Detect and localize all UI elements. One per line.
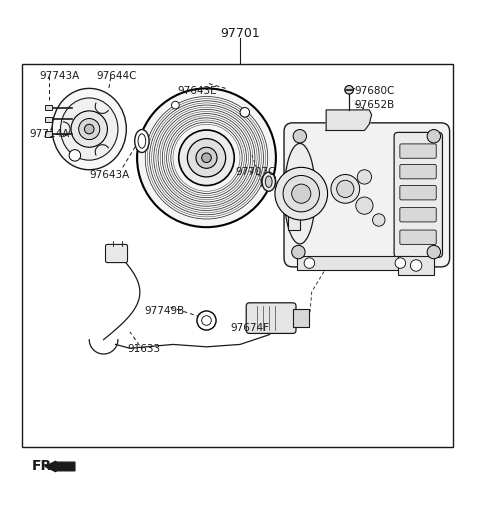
Bar xyxy=(288,191,300,230)
Circle shape xyxy=(331,174,360,203)
Bar xyxy=(45,117,52,122)
Circle shape xyxy=(171,101,179,109)
Ellipse shape xyxy=(138,134,146,148)
Text: 91633: 91633 xyxy=(128,344,161,354)
Text: 97680C: 97680C xyxy=(355,86,395,96)
Text: 97749B: 97749B xyxy=(144,306,184,316)
Circle shape xyxy=(197,311,216,330)
Circle shape xyxy=(336,180,354,198)
Text: 97644C: 97644C xyxy=(96,71,137,82)
Circle shape xyxy=(69,150,81,161)
Ellipse shape xyxy=(262,172,276,191)
Ellipse shape xyxy=(135,130,149,153)
Text: 97674F: 97674F xyxy=(230,322,269,333)
Circle shape xyxy=(292,184,311,203)
Text: 97714A: 97714A xyxy=(29,129,70,139)
Circle shape xyxy=(427,130,441,143)
Text: 97743A: 97743A xyxy=(39,71,79,82)
Circle shape xyxy=(356,197,373,214)
Circle shape xyxy=(304,258,315,268)
Ellipse shape xyxy=(284,143,315,244)
Circle shape xyxy=(372,214,385,226)
Ellipse shape xyxy=(52,88,126,170)
FancyBboxPatch shape xyxy=(246,303,296,334)
FancyBboxPatch shape xyxy=(400,207,436,222)
Circle shape xyxy=(179,130,234,186)
Circle shape xyxy=(196,147,217,168)
Text: 97707C: 97707C xyxy=(235,167,276,177)
Circle shape xyxy=(84,124,94,134)
Circle shape xyxy=(79,119,100,139)
Ellipse shape xyxy=(60,98,118,160)
FancyBboxPatch shape xyxy=(106,244,128,263)
Bar xyxy=(22,64,453,447)
Bar xyxy=(293,309,310,327)
Ellipse shape xyxy=(265,176,272,188)
FancyBboxPatch shape xyxy=(394,132,443,258)
FancyBboxPatch shape xyxy=(284,123,450,267)
FancyBboxPatch shape xyxy=(400,186,436,200)
Text: FR.: FR. xyxy=(32,459,58,474)
Text: 97643E: 97643E xyxy=(178,86,217,96)
Circle shape xyxy=(202,153,211,163)
Bar xyxy=(298,256,412,270)
Text: 97652B: 97652B xyxy=(355,100,395,110)
Circle shape xyxy=(293,130,307,143)
Bar xyxy=(45,131,52,137)
Circle shape xyxy=(292,245,305,259)
Circle shape xyxy=(275,167,327,220)
Circle shape xyxy=(283,175,320,212)
Bar xyxy=(45,104,52,111)
Circle shape xyxy=(427,245,441,259)
FancyArrow shape xyxy=(45,461,75,472)
Text: 97643A: 97643A xyxy=(89,169,130,179)
Polygon shape xyxy=(326,110,372,130)
Circle shape xyxy=(395,258,406,268)
FancyBboxPatch shape xyxy=(400,144,436,158)
Bar xyxy=(398,256,434,275)
Circle shape xyxy=(410,260,422,271)
FancyBboxPatch shape xyxy=(400,164,436,179)
Circle shape xyxy=(345,86,353,94)
Text: 97701: 97701 xyxy=(220,27,260,40)
Circle shape xyxy=(187,138,226,177)
Circle shape xyxy=(357,170,372,184)
Circle shape xyxy=(71,111,108,147)
Circle shape xyxy=(202,316,211,325)
Circle shape xyxy=(137,88,276,227)
Circle shape xyxy=(240,107,250,117)
FancyBboxPatch shape xyxy=(400,230,436,244)
